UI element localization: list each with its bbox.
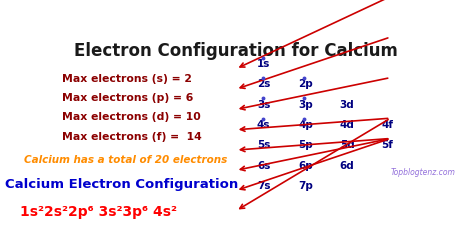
- Text: 5s: 5s: [257, 140, 270, 150]
- Text: 3p: 3p: [298, 99, 313, 109]
- Text: 6d: 6d: [340, 160, 355, 170]
- Text: Max electrons (d) = 10: Max electrons (d) = 10: [62, 112, 201, 122]
- Text: 5d: 5d: [340, 140, 355, 150]
- Text: 7p: 7p: [298, 180, 313, 190]
- Text: 4s: 4s: [257, 120, 271, 129]
- Text: Max electrons (s) = 2: Max electrons (s) = 2: [62, 73, 192, 83]
- Text: 1s²2s²2p⁶ 3s²3p⁶ 4s²: 1s²2s²2p⁶ 3s²3p⁶ 4s²: [19, 204, 176, 218]
- Text: Calcium Electron Configuration: Calcium Electron Configuration: [5, 178, 238, 191]
- Text: 3s: 3s: [257, 99, 270, 109]
- Text: Topblogtenz.com: Topblogtenz.com: [391, 167, 456, 176]
- Text: 3d: 3d: [340, 99, 355, 109]
- Text: Max electrons (p) = 6: Max electrons (p) = 6: [62, 93, 193, 103]
- Text: 2s: 2s: [257, 79, 270, 89]
- Text: 5f: 5f: [381, 140, 393, 150]
- Text: 6s: 6s: [257, 160, 270, 170]
- Text: 1s: 1s: [257, 59, 270, 69]
- Text: 6p: 6p: [298, 160, 313, 170]
- Text: Calcium has a total of 20 electrons: Calcium has a total of 20 electrons: [24, 154, 228, 164]
- Text: 4f: 4f: [381, 120, 393, 129]
- Text: Max electrons (f) =  14: Max electrons (f) = 14: [62, 131, 201, 141]
- Text: 4d: 4d: [340, 120, 355, 129]
- Text: 7s: 7s: [257, 180, 271, 190]
- Text: 4p: 4p: [298, 120, 313, 129]
- Text: Electron Configuration for Calcium: Electron Configuration for Calcium: [74, 42, 398, 60]
- Text: 5p: 5p: [298, 140, 313, 150]
- Text: 2p: 2p: [298, 79, 313, 89]
